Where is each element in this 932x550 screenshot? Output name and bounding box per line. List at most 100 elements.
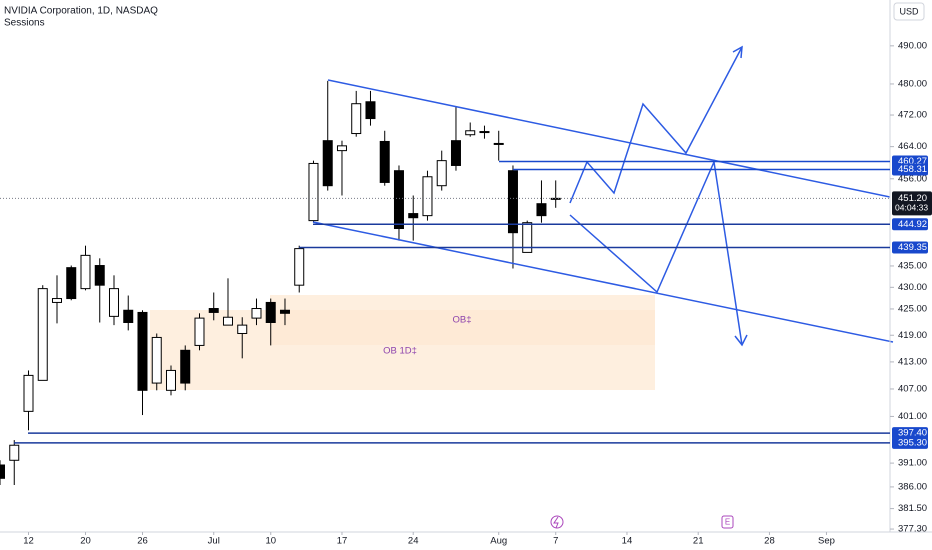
- y-tick-label: 472.00: [898, 110, 927, 121]
- candle-body: [322, 140, 333, 187]
- plot: [0, 80, 561, 485]
- price-level-box: [892, 218, 928, 231]
- price-level-box: [892, 436, 928, 449]
- candle-body: [536, 203, 547, 217]
- current-price-label: 451.20: [898, 193, 927, 204]
- ob-zone: [270, 295, 655, 345]
- earnings-icon[interactable]: [721, 515, 734, 529]
- x-tick-label: 12: [23, 536, 34, 547]
- projection-down: [569, 159, 743, 346]
- price-level-label: 395.30: [898, 437, 927, 448]
- ob-label: OB‡: [452, 315, 471, 326]
- trend-line: [327, 79, 891, 198]
- candle-body: [94, 265, 105, 286]
- candle-body: [137, 311, 148, 391]
- candle-body: [9, 444, 20, 461]
- x-tick-label: 20: [80, 536, 91, 547]
- x-tick-label: 26: [137, 536, 148, 547]
- price-level-label: 397.40: [898, 428, 927, 439]
- y-tick-label: 464.00: [898, 141, 927, 152]
- candle-body: [365, 101, 376, 120]
- candle-body: [493, 142, 504, 145]
- candle-body: [408, 213, 419, 219]
- y-tick-label: 413.00: [898, 356, 927, 367]
- x-tick-label: 17: [337, 536, 348, 547]
- candle-body: [80, 254, 91, 290]
- candle-body: [194, 317, 205, 346]
- x-tick-label: 24: [408, 536, 419, 547]
- price-level-box: [892, 163, 928, 176]
- candle-body: [393, 170, 404, 230]
- price-level-label: 458.31: [898, 164, 927, 175]
- currency-button[interactable]: [893, 2, 925, 21]
- currency-label[interactable]: USD: [899, 6, 919, 16]
- x-tick-label: 21: [693, 536, 704, 547]
- candle-body: [450, 140, 461, 166]
- candle-body: [522, 222, 533, 253]
- candle-body: [279, 309, 290, 314]
- price-level-label: 460.27: [898, 156, 927, 167]
- candle-body: [237, 324, 248, 334]
- x-tick-label: Sep: [818, 536, 835, 547]
- current-price-box: [892, 191, 932, 216]
- arrow-head: [734, 334, 748, 347]
- y-tick-label: 456.00: [898, 173, 927, 184]
- candle-body: [308, 162, 319, 222]
- y-tick-label: 391.00: [898, 458, 927, 469]
- price-level-box: [892, 427, 928, 440]
- earnings-label[interactable]: E: [725, 518, 730, 527]
- candle-body: [294, 248, 305, 286]
- price-level-label: 444.92: [898, 219, 927, 230]
- y-tick-label: 401.00: [898, 411, 927, 422]
- y-tick-label: 430.00: [898, 282, 927, 293]
- y-tick-label: 407.00: [898, 383, 927, 394]
- candle-body: [0, 464, 5, 479]
- candle-body: [251, 308, 262, 319]
- candle-body: [436, 160, 447, 187]
- y-tick-label: 381.50: [898, 503, 927, 514]
- trend-line: [312, 221, 894, 343]
- candle-body: [66, 267, 77, 300]
- candle-body: [180, 349, 191, 384]
- x-tick-label: Aug: [490, 536, 507, 547]
- candle-body: [379, 140, 390, 183]
- y-tick-label: 377.30: [898, 524, 927, 535]
- candle-body: [422, 176, 433, 217]
- candle-body: [222, 316, 233, 326]
- price-level-box: [892, 241, 928, 254]
- ob-1d-label: OB 1D‡: [383, 346, 417, 357]
- candle-body: [479, 131, 490, 134]
- x-tick-label: 7: [553, 536, 558, 547]
- y-tick-label: 435.00: [898, 260, 927, 271]
- y-tick-label: 386.00: [898, 481, 927, 492]
- candle-body: [507, 170, 518, 234]
- candle-body: [123, 309, 134, 323]
- x-tick-label: 14: [622, 536, 633, 547]
- y-tick-label: 490.00: [898, 40, 927, 51]
- x-tick-label: 28: [764, 536, 775, 547]
- countdown-label: 04:04:33: [895, 203, 928, 213]
- candle-body: [151, 336, 162, 384]
- candle-body: [108, 288, 119, 317]
- y-tick-label: 419.00: [898, 330, 927, 341]
- candle-body: [37, 288, 48, 381]
- event-icon[interactable]: [550, 515, 564, 529]
- price-level-label: 439.35: [898, 242, 927, 253]
- candle-body: [265, 301, 276, 323]
- candle-body: [351, 103, 362, 135]
- x-tick-label: Jul: [208, 536, 220, 547]
- candle-body: [336, 145, 347, 152]
- candle-body: [165, 369, 176, 391]
- candle-body: [465, 130, 476, 136]
- arrow-head: [732, 45, 743, 59]
- y-tick-label: 425.00: [898, 303, 927, 314]
- y-tick-label: 480.00: [898, 78, 927, 89]
- lightning: [553, 516, 559, 529]
- candle-body: [208, 308, 219, 313]
- x-tick-label: 10: [265, 536, 276, 547]
- candle-body: [23, 374, 34, 412]
- chart-subtitle: Sessions: [4, 18, 45, 29]
- candle-body: [51, 298, 62, 303]
